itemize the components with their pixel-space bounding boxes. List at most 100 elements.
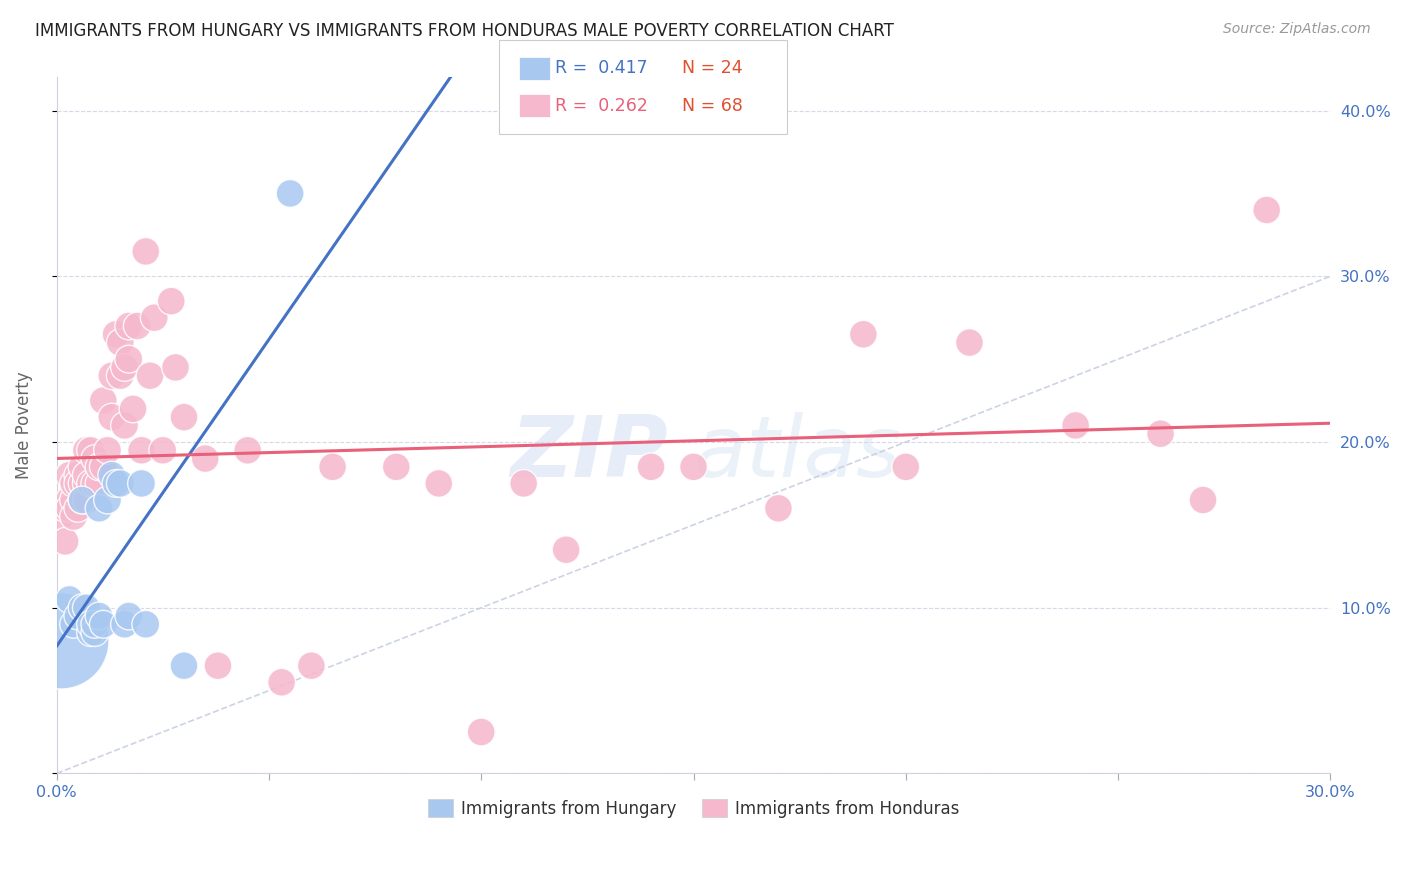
Point: [75, 468, 97, 483]
Point: [75, 476, 97, 491]
Point: [62, 476, 84, 491]
Point: [53, 501, 76, 516]
Text: N = 68: N = 68: [682, 96, 742, 114]
Point: [62, 493, 84, 508]
Point: [278, 186, 301, 201]
Point: [959, 335, 981, 350]
Point: [87, 501, 110, 516]
Text: Source: ZipAtlas.com: Source: ZipAtlas.com: [1223, 22, 1371, 37]
Point: [118, 609, 141, 624]
Text: N = 24: N = 24: [682, 60, 742, 78]
Point: [70, 493, 93, 508]
Point: [83, 625, 105, 640]
Point: [91, 617, 114, 632]
Point: [62, 509, 84, 524]
Point: [385, 459, 408, 474]
Point: [894, 459, 917, 474]
Point: [173, 410, 195, 425]
Point: [66, 609, 89, 624]
Point: [58, 592, 80, 607]
Point: [236, 443, 259, 458]
Point: [83, 617, 105, 632]
Point: [110, 335, 132, 350]
Point: [470, 725, 492, 739]
Point: [87, 459, 110, 474]
Point: [79, 476, 101, 491]
Point: [83, 451, 105, 466]
Point: [640, 459, 662, 474]
Point: [70, 600, 93, 615]
Text: atlas: atlas: [693, 412, 901, 495]
Point: [1192, 493, 1215, 508]
Point: [79, 625, 101, 640]
Point: [131, 476, 153, 491]
Point: [101, 368, 124, 383]
Point: [114, 617, 136, 632]
Point: [114, 418, 136, 433]
Point: [152, 443, 174, 458]
Legend: Immigrants from Hungary, Immigrants from Honduras: Immigrants from Hungary, Immigrants from…: [422, 793, 966, 824]
Point: [101, 468, 124, 483]
Point: [83, 476, 105, 491]
Point: [75, 493, 97, 508]
Point: [118, 318, 141, 333]
Point: [322, 459, 344, 474]
Point: [66, 501, 89, 516]
Point: [105, 327, 128, 342]
Point: [79, 617, 101, 632]
Point: [87, 609, 110, 624]
Point: [62, 617, 84, 632]
Text: ZIP: ZIP: [510, 412, 668, 495]
Point: [70, 476, 93, 491]
Point: [97, 443, 120, 458]
Point: [110, 368, 132, 383]
Point: [127, 318, 149, 333]
Point: [555, 542, 578, 557]
Point: [49, 633, 72, 648]
Point: [91, 459, 114, 474]
Point: [1149, 426, 1171, 441]
Point: [53, 534, 76, 549]
Point: [173, 658, 195, 673]
Point: [207, 658, 229, 673]
Point: [512, 476, 534, 491]
Point: [768, 501, 790, 516]
Point: [427, 476, 450, 491]
Y-axis label: Male Poverty: Male Poverty: [15, 372, 32, 479]
Point: [70, 493, 93, 508]
Point: [110, 476, 132, 491]
Point: [114, 360, 136, 375]
Point: [165, 360, 187, 375]
Point: [139, 368, 162, 383]
Point: [70, 459, 93, 474]
Point: [101, 410, 124, 425]
Text: R =  0.262: R = 0.262: [555, 96, 648, 114]
Point: [194, 451, 217, 466]
Point: [58, 501, 80, 516]
Point: [118, 352, 141, 367]
Point: [1064, 418, 1087, 433]
Point: [299, 658, 322, 673]
Point: [122, 401, 145, 416]
Point: [131, 443, 153, 458]
Point: [66, 476, 89, 491]
Point: [135, 244, 157, 259]
Text: IMMIGRANTS FROM HUNGARY VS IMMIGRANTS FROM HONDURAS MALE POVERTY CORRELATION CHA: IMMIGRANTS FROM HUNGARY VS IMMIGRANTS FR…: [35, 22, 894, 40]
Point: [1256, 202, 1278, 217]
Point: [91, 393, 114, 408]
Point: [58, 493, 80, 508]
Point: [75, 600, 97, 615]
Point: [682, 459, 704, 474]
Text: R =  0.417: R = 0.417: [555, 60, 648, 78]
Point: [58, 468, 80, 483]
Point: [105, 476, 128, 491]
Point: [143, 310, 166, 325]
Point: [135, 617, 157, 632]
Point: [66, 468, 89, 483]
Point: [79, 443, 101, 458]
Point: [97, 493, 120, 508]
Point: [852, 327, 875, 342]
Point: [87, 476, 110, 491]
Point: [49, 509, 72, 524]
Point: [160, 294, 183, 309]
